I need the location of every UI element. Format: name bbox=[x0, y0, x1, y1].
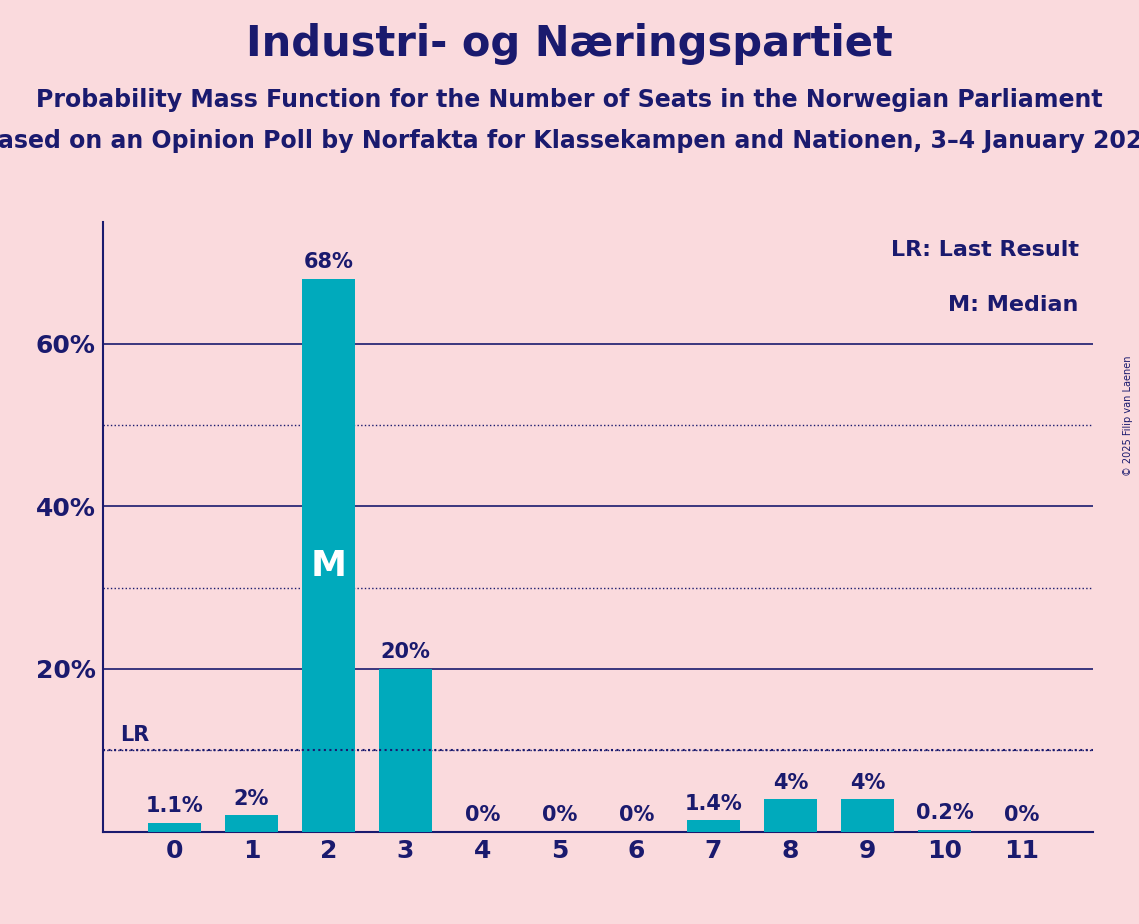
Text: 1.4%: 1.4% bbox=[685, 794, 743, 814]
Bar bbox=[148, 822, 202, 832]
Bar bbox=[918, 830, 972, 832]
Text: 0.2%: 0.2% bbox=[916, 804, 974, 823]
Text: M: M bbox=[311, 549, 346, 583]
Text: 0%: 0% bbox=[618, 805, 654, 825]
Text: 0%: 0% bbox=[1003, 805, 1039, 825]
Bar bbox=[378, 669, 433, 832]
Text: 2%: 2% bbox=[233, 789, 269, 808]
Bar bbox=[224, 815, 278, 832]
Bar bbox=[763, 799, 818, 832]
Bar bbox=[302, 279, 355, 832]
Text: 0%: 0% bbox=[542, 805, 577, 825]
Text: © 2025 Filip van Laenen: © 2025 Filip van Laenen bbox=[1123, 356, 1133, 476]
Text: Industri- og Næringspartiet: Industri- og Næringspartiet bbox=[246, 23, 893, 65]
Text: 4%: 4% bbox=[772, 772, 809, 793]
Text: 1.1%: 1.1% bbox=[146, 796, 204, 816]
Text: 20%: 20% bbox=[380, 642, 431, 663]
Bar bbox=[687, 821, 740, 832]
Text: 68%: 68% bbox=[304, 252, 353, 273]
Text: Based on an Opinion Poll by Norfakta for Klassekampen and Nationen, 3–4 January : Based on an Opinion Poll by Norfakta for… bbox=[0, 129, 1139, 153]
Text: LR: LR bbox=[121, 725, 150, 746]
Text: 0%: 0% bbox=[465, 805, 500, 825]
Text: 4%: 4% bbox=[850, 772, 885, 793]
Text: LR: Last Result: LR: Last Result bbox=[891, 240, 1079, 260]
Text: Probability Mass Function for the Number of Seats in the Norwegian Parliament: Probability Mass Function for the Number… bbox=[36, 88, 1103, 112]
Bar bbox=[841, 799, 894, 832]
Text: M: Median: M: Median bbox=[948, 295, 1079, 315]
